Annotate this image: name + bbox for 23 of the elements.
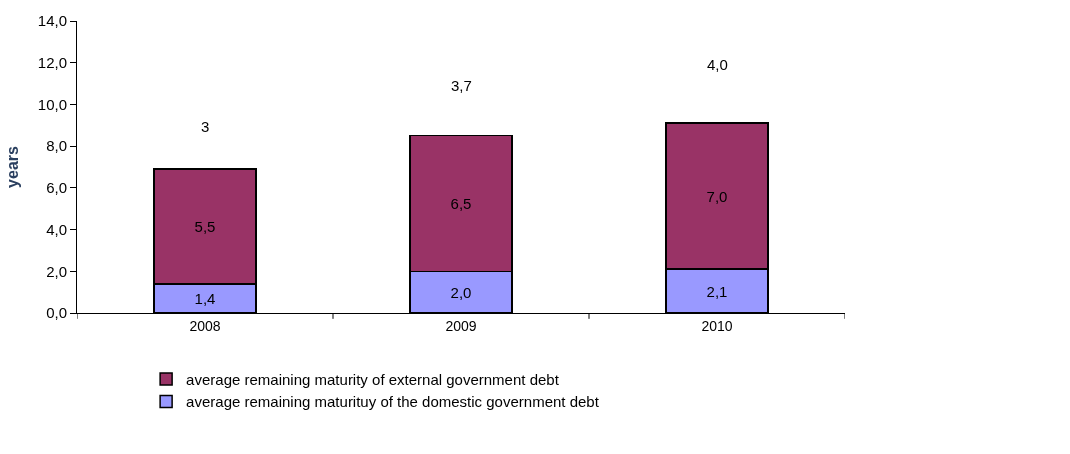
y-tick-label: 6,0 (46, 179, 67, 197)
y-tick-label: 12,0 (37, 53, 67, 71)
data-label: 7,0 (706, 187, 728, 205)
annotation: 4,0 (707, 56, 728, 73)
legend-label: average remaining maturity of external government debt (186, 370, 560, 388)
y-tick-label: 0,0 (46, 304, 67, 322)
y-axis-title: years (3, 145, 21, 188)
y-tick-label: 8,0 (46, 137, 67, 155)
y-tick-label: 14,0 (37, 12, 67, 30)
x-tick-label: 2009 (445, 317, 477, 334)
x-tick-label: 2010 (701, 317, 733, 334)
y-tick-label: 10,0 (37, 95, 67, 113)
annotation: 3 (201, 118, 210, 135)
data-label: 2,1 (706, 282, 728, 300)
annotation: 3,7 (451, 77, 472, 94)
x-tick-label: 2008 (189, 317, 221, 334)
data-label: 1,4 (194, 289, 216, 307)
data-label: 5,5 (194, 217, 216, 235)
data-label: 2,0 (450, 283, 472, 301)
data-label: 6,5 (450, 195, 472, 212)
y-tick-label: 4,0 (46, 220, 67, 238)
y-tick-label: 2,0 (46, 262, 67, 280)
legend-label: average remaining maturituy of the domestic government debt (186, 393, 600, 411)
